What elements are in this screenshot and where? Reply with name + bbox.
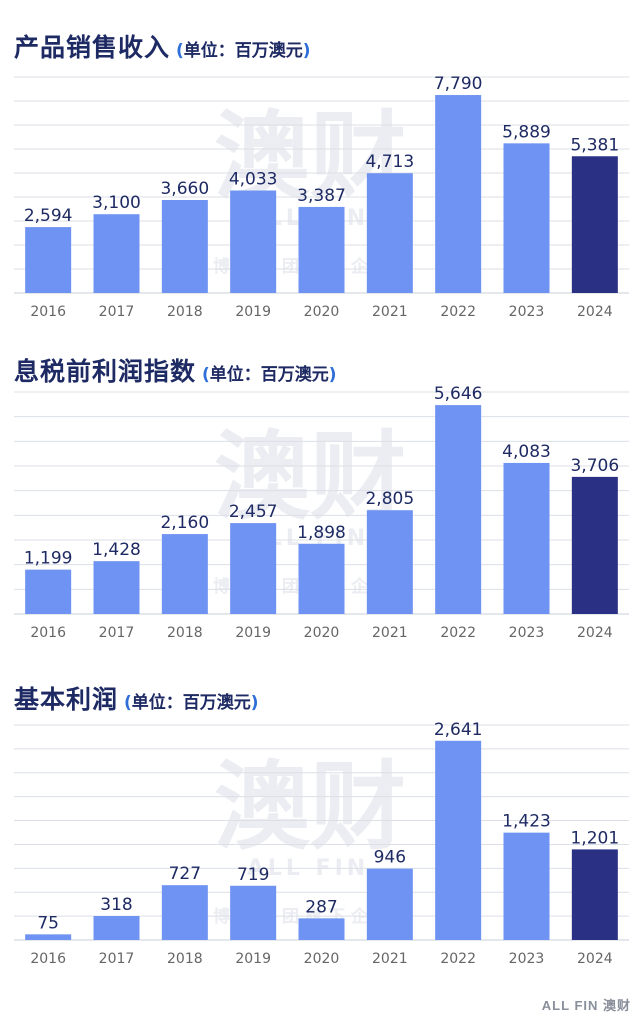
bar-2021	[366, 173, 413, 293]
bar-2018	[161, 199, 208, 293]
data-label: 75	[37, 913, 59, 933]
bar-2021	[366, 510, 413, 614]
x-tick-label: 2021	[372, 304, 408, 320]
data-label: 4,033	[229, 170, 278, 190]
x-tick-label: 2020	[304, 951, 340, 967]
bar-2024	[571, 156, 618, 293]
data-label: 1,898	[297, 523, 346, 543]
data-label: 2,594	[24, 206, 73, 226]
x-tick-label: 2018	[167, 951, 203, 967]
x-tick-label: 2016	[30, 951, 66, 967]
bar-2016	[25, 934, 72, 940]
x-tick-label: 2018	[167, 625, 203, 641]
x-tick-label: 2024	[577, 951, 613, 967]
data-label: 946	[374, 848, 406, 868]
bar-2019	[230, 885, 277, 940]
x-tick-label: 2023	[509, 625, 545, 641]
chart-unit: (单位：百万澳元)	[202, 365, 337, 385]
data-label: 318	[100, 895, 132, 915]
x-tick-label: 2017	[99, 625, 135, 641]
bar-2018	[161, 534, 208, 614]
bar-2017	[93, 916, 140, 940]
x-tick-label: 2023	[509, 951, 545, 967]
chart-title: 产品销售收入 (单位：百万澳元)	[14, 28, 311, 64]
watermark-main: 澳财	[214, 751, 406, 863]
bar-2020	[298, 918, 345, 940]
bar-2023	[503, 462, 550, 614]
chart-unit: (单位：百万澳元)	[124, 693, 259, 713]
data-label: 4,083	[502, 442, 551, 462]
x-tick-label: 2020	[304, 304, 340, 320]
footer-logo: ALL FIN 澳财	[541, 998, 631, 1013]
bar-2021	[366, 868, 413, 940]
data-label: 1,428	[92, 540, 141, 560]
data-label: 3,387	[297, 186, 346, 206]
data-label: 5,646	[434, 384, 483, 404]
chart-unit: (单位：百万澳元)	[176, 41, 311, 61]
x-tick-label: 2016	[30, 304, 66, 320]
data-label: 287	[305, 897, 337, 917]
data-label: 5,381	[570, 135, 619, 155]
bar-2022	[435, 740, 482, 940]
bar-2016	[25, 227, 72, 293]
bar-2020	[298, 543, 345, 614]
bar-2019	[230, 190, 277, 293]
bar-2023	[503, 143, 550, 293]
x-tick-label: 2019	[235, 625, 271, 641]
data-label: 4,713	[365, 152, 414, 172]
data-label: 3,706	[570, 456, 619, 476]
data-label: 2,805	[365, 489, 414, 509]
x-tick-label: 2022	[440, 951, 476, 967]
bar-2020	[298, 206, 345, 293]
bar-2023	[503, 832, 550, 940]
data-label: 1,201	[570, 828, 619, 848]
x-tick-label: 2020	[304, 625, 340, 641]
bar-2017	[93, 561, 140, 614]
bar-2016	[25, 569, 72, 614]
bar-2024	[571, 476, 618, 614]
data-label: 1,423	[502, 812, 551, 832]
x-tick-label: 2019	[235, 951, 271, 967]
data-label: 727	[169, 864, 201, 884]
x-tick-label: 2022	[440, 304, 476, 320]
bar-2024	[571, 849, 618, 940]
x-tick-label: 2023	[509, 304, 545, 320]
x-tick-label: 2019	[235, 304, 271, 320]
bar-2018	[161, 885, 208, 940]
bar-2022	[435, 95, 482, 293]
data-label: 2,641	[434, 720, 483, 740]
chart-title-text: 基本利润	[14, 685, 119, 714]
chart-title: 息税前利润指数 (单位：百万澳元)	[14, 352, 337, 388]
chart-title: 基本利润 (单位：百万澳元)	[14, 680, 259, 716]
data-label: 7,790	[434, 74, 483, 94]
x-tick-label: 2017	[99, 951, 135, 967]
chart-title-text: 息税前利润指数	[14, 357, 197, 386]
x-tick-label: 2021	[372, 625, 408, 641]
x-tick-label: 2021	[372, 951, 408, 967]
x-tick-label: 2016	[30, 625, 66, 641]
data-label: 719	[237, 865, 269, 885]
x-tick-label: 2024	[577, 304, 613, 320]
x-tick-label: 2017	[99, 304, 135, 320]
bar-2022	[435, 405, 482, 614]
chart-title-text: 产品销售收入	[14, 33, 171, 62]
data-label: 5,889	[502, 122, 551, 142]
x-tick-label: 2018	[167, 304, 203, 320]
watermark-registered: ®	[384, 849, 396, 863]
data-label: 1,199	[24, 549, 73, 569]
x-tick-label: 2022	[440, 625, 476, 641]
bar-2019	[230, 523, 277, 614]
data-label: 3,100	[92, 193, 141, 213]
data-label: 3,660	[160, 179, 209, 199]
data-label: 2,160	[160, 513, 209, 533]
x-tick-label: 2024	[577, 625, 613, 641]
data-label: 2,457	[229, 502, 278, 522]
bar-2017	[93, 214, 140, 293]
